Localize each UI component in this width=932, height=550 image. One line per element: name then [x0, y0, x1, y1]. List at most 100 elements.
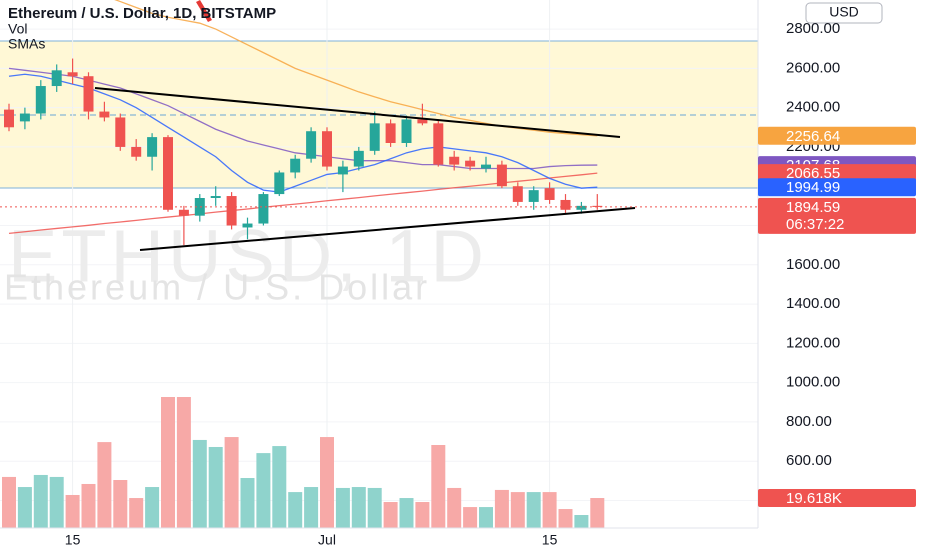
candle-body — [35, 86, 46, 114]
candle-body — [83, 76, 94, 112]
sma-tag-box — [758, 164, 916, 183]
volume-bar — [65, 494, 80, 528]
volume-bar — [240, 478, 255, 528]
grid — [0, 0, 758, 528]
volume-tag: 19.618K — [786, 490, 842, 507]
trendline-lower — [139, 207, 636, 251]
volume-bar — [2, 476, 16, 528]
sma-tag-box — [758, 126, 916, 145]
volume-bar — [399, 498, 414, 528]
indicator-label: SMAs — [8, 36, 45, 52]
y-tick-label: 1000.00 — [786, 374, 840, 391]
candle-body — [353, 150, 364, 167]
candle-body — [226, 196, 237, 226]
volume-bar — [161, 397, 175, 528]
candle-body — [401, 119, 412, 143]
sma-line — [8, 73, 598, 193]
sma-tag-box — [758, 178, 916, 197]
volume-bar — [510, 492, 525, 528]
candle-body — [528, 190, 539, 202]
candle-body — [115, 117, 126, 147]
candle-body — [592, 205, 603, 207]
sma-tag: 1994.99 — [786, 179, 840, 196]
volume-bar — [17, 487, 32, 528]
candles — [4, 58, 603, 246]
candle-body — [560, 199, 571, 210]
x-tick-label: 15 — [542, 532, 558, 548]
brush-stroke — [196, 0, 212, 22]
volume-bar — [590, 498, 605, 528]
volume-bar — [367, 487, 382, 528]
volume-bar — [447, 487, 462, 528]
candle-body — [322, 131, 332, 167]
y-tick-label: 2800.00 — [786, 20, 840, 37]
currency-label[interactable]: USD — [829, 4, 859, 20]
candle-body — [417, 119, 428, 124]
volume-bar — [431, 444, 446, 528]
candle-body — [194, 198, 205, 216]
watermark-subtitle: Ethereum / U.S. Dollar — [4, 267, 430, 308]
volume-bar — [129, 498, 144, 528]
volume-bar — [351, 487, 366, 528]
candle-body — [481, 164, 491, 169]
candle-body — [274, 172, 285, 195]
volume-bar — [304, 487, 319, 528]
volume-bar — [113, 480, 128, 528]
volume-bar — [81, 483, 96, 528]
candle-body — [147, 137, 158, 157]
sma-tag: 2256.64 — [786, 128, 840, 145]
chart-title: Ethereum / U.S. Dollar, 1D, BITSTAMP — [8, 5, 276, 22]
volume-bar — [383, 502, 398, 528]
y-tick-label: 1200.00 — [786, 334, 840, 351]
candle-body — [67, 72, 78, 77]
y-tick-label: 600.00 — [786, 452, 832, 469]
currency-button[interactable] — [805, 2, 883, 24]
candle-body — [496, 164, 507, 187]
volume-bar — [33, 474, 48, 528]
volume-bar — [192, 439, 207, 528]
y-tick-label: 800.00 — [786, 413, 832, 430]
price-tags: 2256.642107.682066.551994.991894.5906:37… — [758, 126, 916, 508]
current-price: 1894.59 — [786, 199, 840, 216]
volume-bar — [558, 509, 573, 528]
candle-body — [4, 109, 14, 128]
candle-body — [131, 146, 142, 157]
volume-bar — [256, 453, 271, 528]
y-tick-label: 2400.00 — [786, 99, 840, 116]
volume-bar — [49, 476, 64, 528]
x-tick-label: 15 — [65, 532, 81, 548]
volume-bar — [97, 442, 112, 528]
y-tick-label: 1400.00 — [786, 295, 840, 312]
sma-tag: 2066.55 — [786, 165, 840, 182]
volume-bar — [463, 507, 478, 528]
volume-bar — [224, 437, 239, 528]
volume-bar — [320, 437, 334, 528]
candle-body — [210, 196, 221, 198]
trendline-upper — [94, 87, 621, 138]
candle-body — [51, 70, 62, 87]
volume-pane — [2, 397, 605, 528]
candle-body — [258, 194, 269, 224]
candle-body — [290, 158, 301, 173]
volume-bar — [288, 492, 303, 528]
volume-tag-box — [758, 489, 916, 508]
candle-body — [449, 156, 460, 165]
volume-bar — [542, 492, 557, 528]
y-tick-label: 2600.00 — [786, 59, 840, 76]
candle-body — [306, 131, 317, 159]
candle-body — [512, 186, 523, 202]
candle-body — [576, 205, 587, 210]
volume-bar — [208, 446, 223, 528]
candle-body — [433, 123, 444, 165]
candle-body — [163, 137, 173, 210]
candle-body — [19, 113, 30, 122]
countdown: 06:37:22 — [786, 216, 844, 233]
volume-bar — [145, 487, 160, 528]
volume-bar — [494, 489, 509, 528]
volume-bar — [176, 397, 191, 528]
y-tick-label: 1600.00 — [786, 256, 840, 273]
candle-body — [369, 123, 380, 151]
x-tick-label: Jul — [318, 532, 336, 548]
